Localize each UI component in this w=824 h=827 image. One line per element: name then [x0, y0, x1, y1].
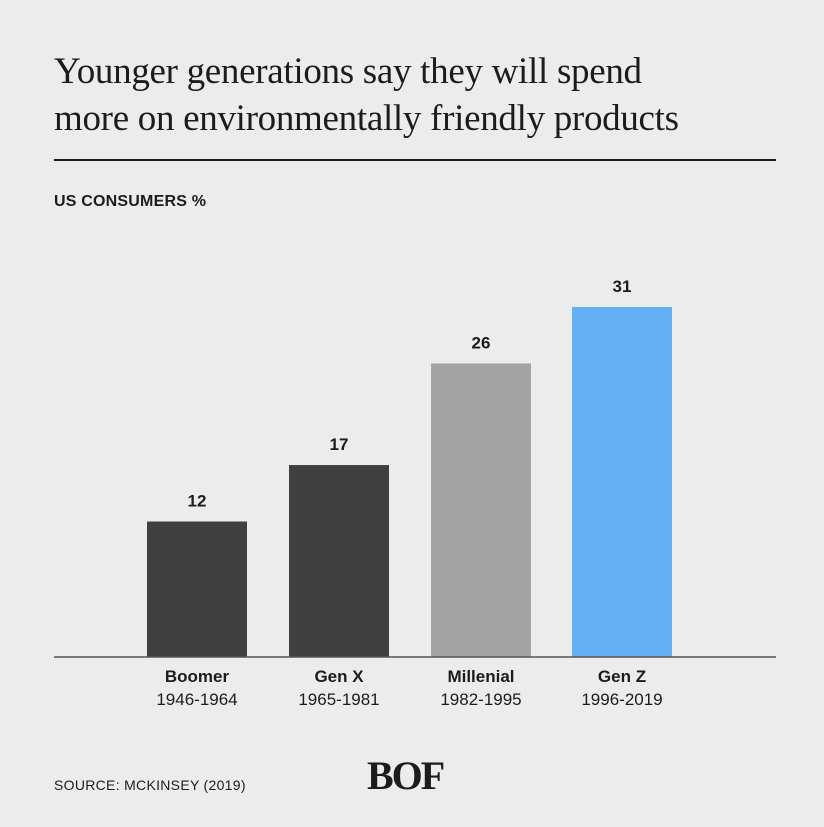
title-divider	[54, 159, 776, 161]
category-label-boomer: Boomer	[165, 667, 230, 686]
category-label-gen-z: Gen Z	[598, 667, 646, 686]
category-years-gen-x: 1965-1981	[298, 690, 379, 709]
data-label-gen-z: 31	[613, 277, 632, 296]
data-label-millenial: 26	[472, 333, 491, 352]
chart-subtitle: US CONSUMERS %	[54, 193, 207, 210]
chart-title: Younger generations say they will spend …	[54, 48, 794, 142]
data-label-gen-x: 17	[330, 435, 349, 454]
bof-logo: BOF	[367, 753, 445, 798]
category-years-boomer: 1946-1964	[156, 690, 237, 709]
bar-gen-z	[572, 307, 672, 657]
category-years-millenial: 1982-1995	[440, 690, 521, 709]
category-years-gen-z: 1996-2019	[581, 690, 662, 709]
bars-group	[147, 307, 672, 657]
bar-boomer	[147, 521, 247, 657]
labels-group: 12 Boomer 1946-1964 17 Gen X 1965-1981 26 Mille…	[156, 277, 662, 709]
source-note: SOURCE: MCKINSEY (2019)	[54, 777, 246, 793]
chart-title-line-1: Younger generations say they will spend	[54, 51, 642, 92]
bar-millenial	[431, 363, 531, 657]
data-label-boomer: 12	[188, 492, 207, 511]
category-label-gen-x: Gen X	[314, 667, 364, 686]
bar-gen-x	[289, 465, 389, 657]
chart-title-line-2: more on environmentally friendly product…	[54, 98, 679, 139]
category-label-millenial: Millenial	[447, 667, 514, 686]
